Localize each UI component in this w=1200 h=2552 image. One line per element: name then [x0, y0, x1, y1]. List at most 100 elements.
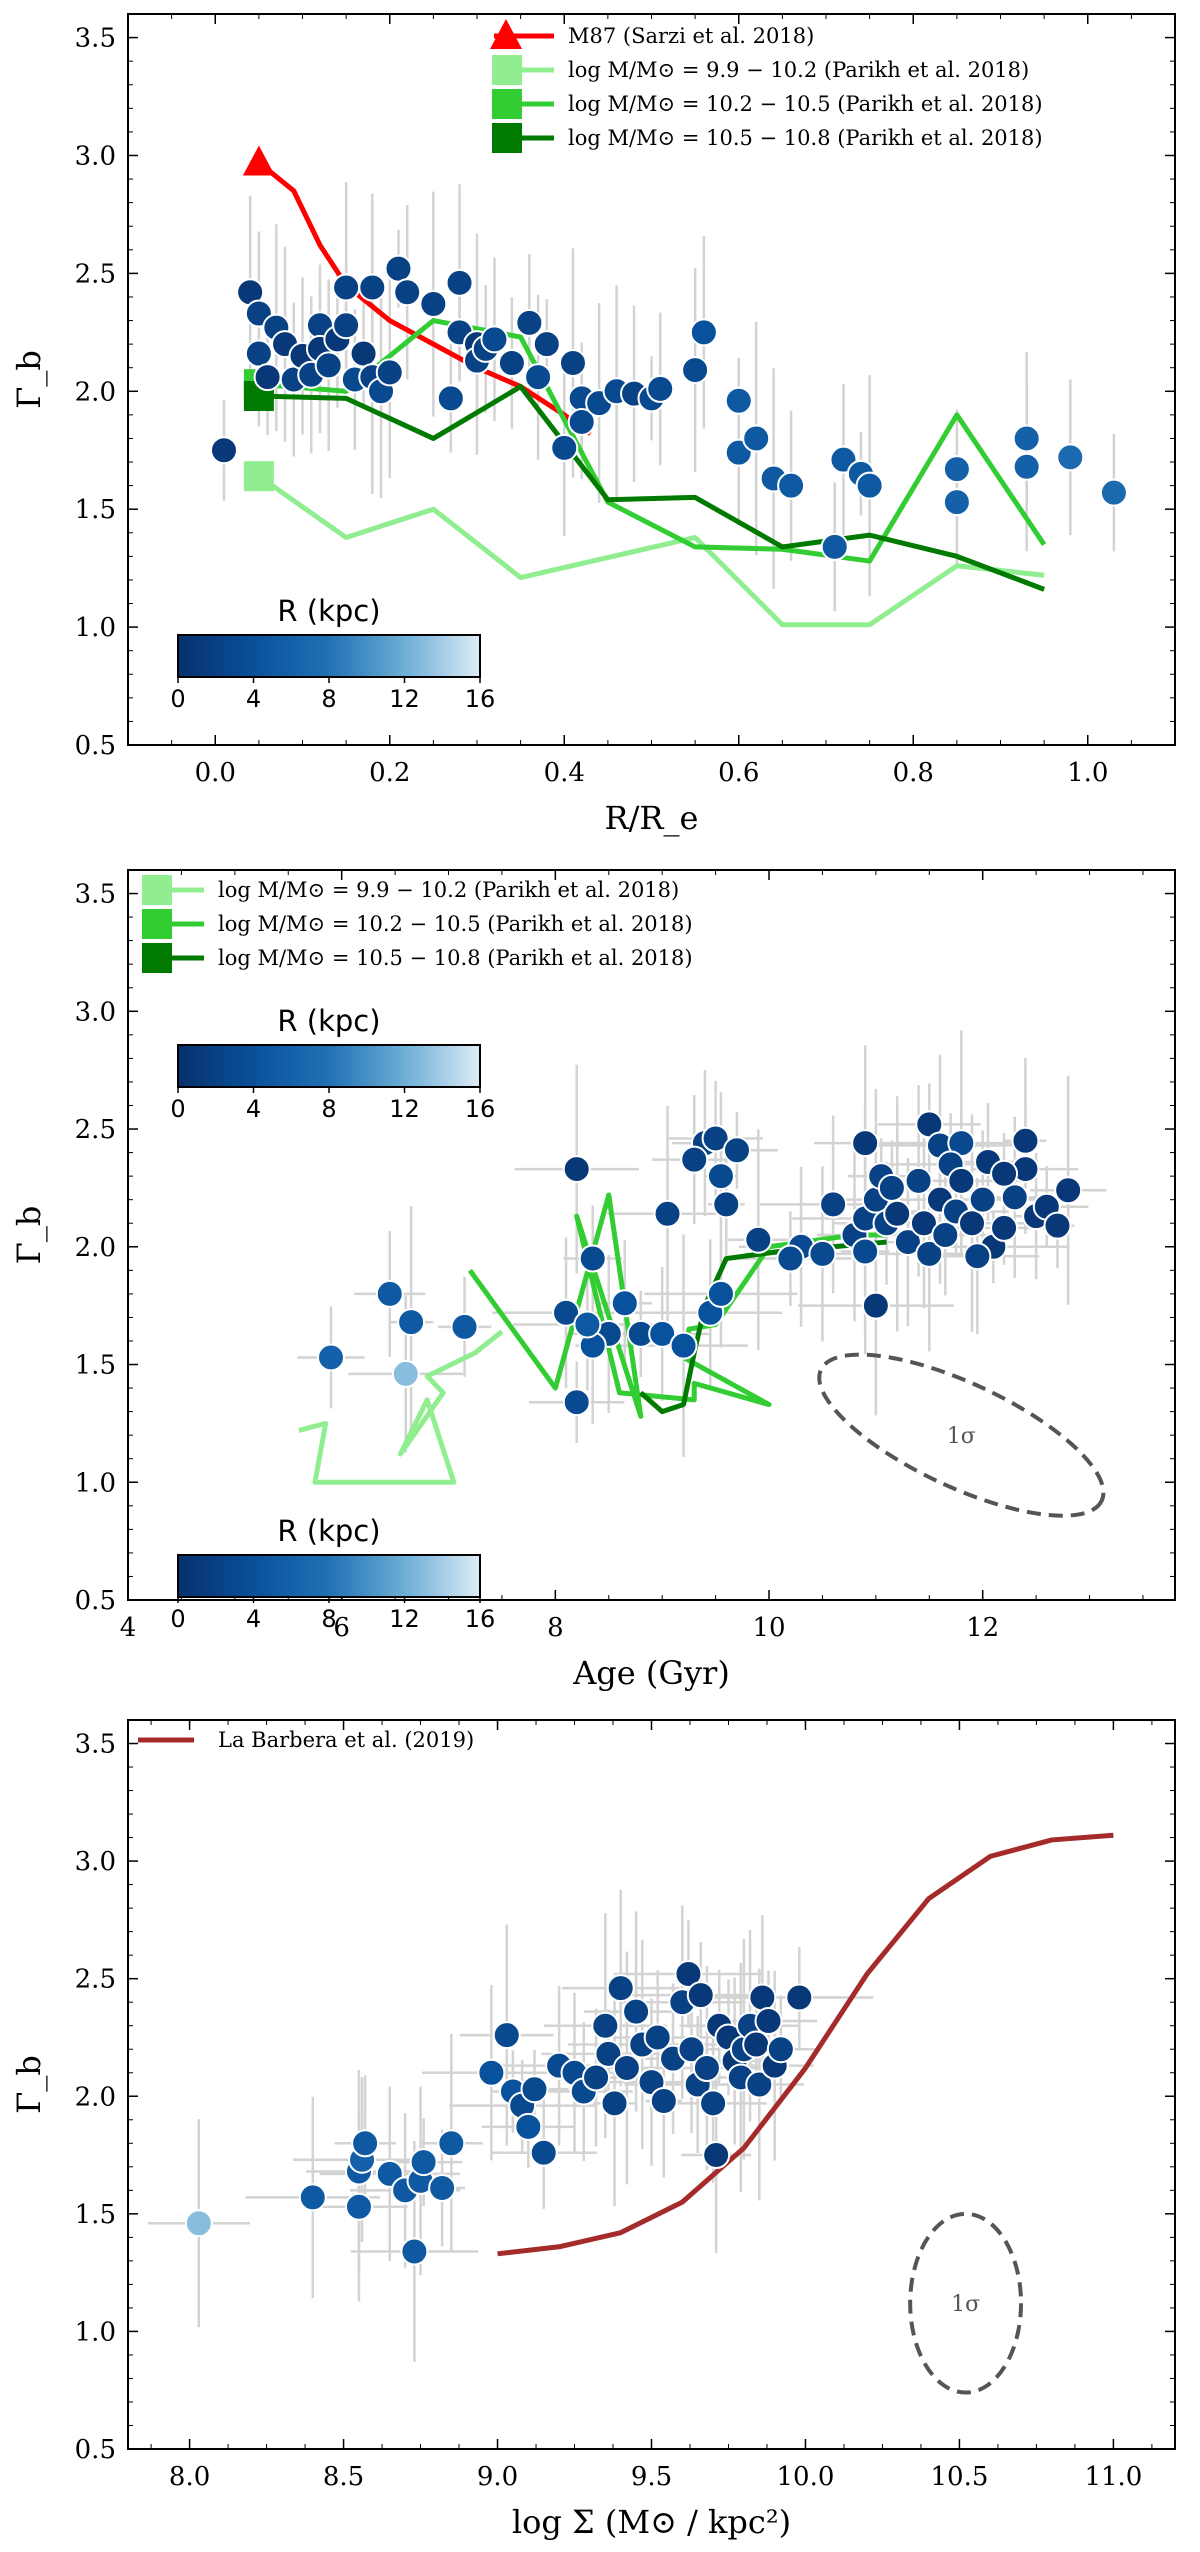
data-point: [562, 1155, 591, 1184]
plot-area: 1σ: [147, 1832, 1114, 2395]
y-tick-label: 1.0: [75, 1468, 116, 1498]
legend-marker: [492, 55, 522, 85]
colorbar: R (kpc) 0 4 8 12 16: [170, 1004, 495, 1123]
panel-3: 0.5 1.0 1.5 2.0 2.5 3.0 3.5 8.0 8.5 9.0 9.5 10.0 10.…: [10, 1514, 1176, 2541]
data-point: [653, 1199, 682, 1228]
legend-label: log M/M⊙ = 10.5 − 10.8 (Parikh et al. 20…: [568, 126, 1043, 150]
data-point: [909, 1209, 938, 1238]
data-point: [428, 2173, 457, 2202]
data-point: [437, 2129, 466, 2158]
colorbar-tick-label: 16: [465, 1095, 496, 1123]
data-point: [244, 339, 273, 368]
sigma-ellipse: [908, 2211, 1024, 2395]
data-point: [915, 1239, 944, 1268]
series-marker: [242, 145, 275, 176]
y-tick-label: 1.5: [75, 2200, 116, 2230]
data-point: [419, 290, 448, 319]
data-point: [520, 2075, 549, 2104]
data-point: [643, 2023, 672, 2052]
y-tick-label: 1.5: [75, 1351, 116, 1381]
data-point: [409, 2148, 438, 2177]
data-point: [298, 2183, 327, 2212]
panel-1: 0.5 1.0 1.5 2.0 2.5 3.0 3.5 0.0 0.2 0.4 0.6 0.8 1.0 R…: [10, 13, 1176, 837]
data-point: [942, 455, 971, 484]
data-point: [990, 1213, 1019, 1242]
x-tick-label: 11.0: [1084, 2462, 1142, 2492]
data-point: [1000, 1183, 1029, 1212]
data-point: [1099, 478, 1128, 507]
y-tick-label: 3.0: [75, 1847, 116, 1877]
sigma-label: 1σ: [951, 2292, 980, 2317]
data-point: [669, 1331, 698, 1360]
data-point: [351, 2129, 380, 2158]
data-point: [497, 348, 526, 377]
colorbar-tick-label: 4: [246, 1605, 261, 1633]
colorbar-gradient: [177, 634, 481, 678]
data-point: [594, 2039, 623, 2068]
colorbar-tick-label: 4: [246, 1095, 261, 1123]
data-point: [562, 1388, 591, 1417]
data-point: [745, 2070, 774, 2099]
data-point: [1012, 424, 1041, 453]
data-point: [397, 1308, 426, 1337]
data-point: [591, 2011, 620, 2040]
data-point: [699, 2089, 728, 2118]
data-point: [785, 1983, 814, 2012]
data-point: [968, 1185, 997, 1214]
colorbar-gradient: [177, 1554, 481, 1598]
data-point: [253, 363, 282, 392]
legend-marker: [142, 875, 172, 905]
legend-label: log M/M⊙ = 9.9 − 10.2 (Parikh et al. 201…: [218, 878, 679, 902]
y-tick-label: 3.0: [75, 141, 116, 171]
data-point: [904, 1166, 933, 1195]
data-point: [819, 1190, 848, 1219]
data-point: [766, 2035, 795, 2064]
x-axis-label: log Σ (M⊙ / kpc²): [512, 2503, 791, 2541]
data-point: [851, 1129, 880, 1158]
data-point: [942, 488, 971, 517]
legend-marker: [492, 89, 522, 119]
plot-area: 1σ: [297, 1030, 1107, 1518]
data-point: [893, 1228, 922, 1257]
colorbar-tick-label: 0: [170, 685, 185, 713]
data-point: [861, 1291, 890, 1320]
data-point: [712, 1190, 741, 1219]
data-point: [612, 2054, 641, 2083]
legend-label: log M/M⊙ = 10.5 − 10.8 (Parikh et al. 20…: [218, 946, 693, 970]
legend-marker: [142, 909, 172, 939]
x-axis-label: Age (Gyr): [572, 1654, 730, 1692]
data-point: [742, 2030, 771, 2059]
y-tick-label: 1.0: [75, 2317, 116, 2347]
data-point: [573, 1310, 602, 1339]
data-point: [706, 1162, 735, 1191]
series-marker: [243, 461, 274, 492]
x-tick-label: 12: [966, 1613, 999, 1643]
y-tick-label: 0.5: [75, 1586, 116, 1616]
data-point: [1054, 1176, 1083, 1205]
colorbar-title: R (kpc): [277, 594, 380, 628]
data-point: [877, 1173, 906, 1202]
y-tick-label: 2.0: [75, 377, 116, 407]
data-point: [742, 424, 771, 453]
colorbar-tick-label: 12: [389, 685, 420, 713]
data-point: [702, 2141, 731, 2170]
data-point: [314, 351, 343, 380]
x-tick-label: 8: [547, 1613, 564, 1643]
data-point: [332, 273, 361, 302]
data-point: [550, 433, 579, 462]
data-point: [552, 1298, 581, 1327]
data-point: [610, 1289, 639, 1318]
colorbar-gradient: [177, 1044, 481, 1088]
y-tick-label: 0.5: [75, 2435, 116, 2465]
data-point: [692, 2054, 721, 2083]
colorbar-tick-label: 4: [246, 685, 261, 713]
data-point: [931, 1221, 960, 1249]
x-tick-label: 0.6: [718, 758, 759, 788]
data-point: [384, 254, 413, 283]
y-tick-label: 1.5: [75, 495, 116, 525]
data-point: [855, 471, 884, 500]
data-point: [393, 278, 422, 307]
data-point: [184, 2209, 213, 2238]
